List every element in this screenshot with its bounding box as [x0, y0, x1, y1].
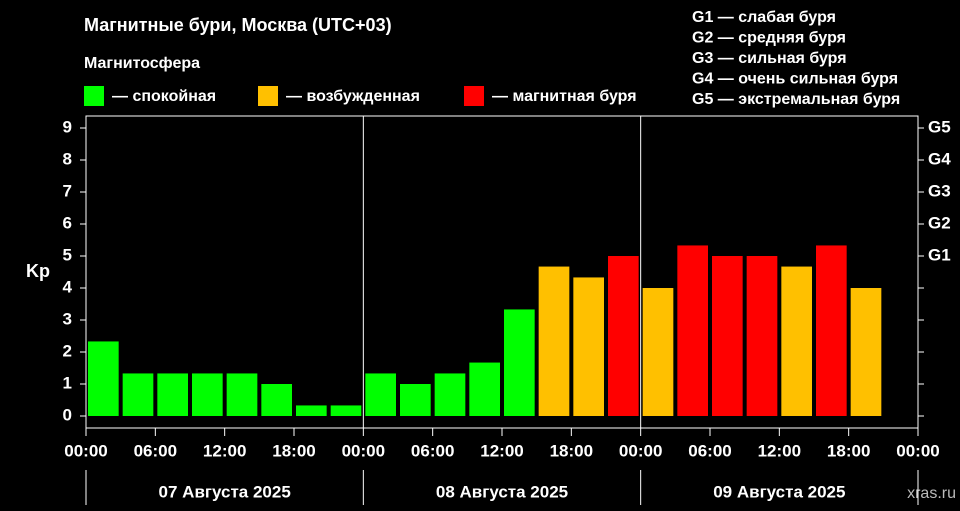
legend-label: — спокойная — [112, 88, 216, 105]
bar — [226, 373, 258, 416]
x-tick-label: 12:00 — [480, 441, 523, 460]
bar — [642, 288, 674, 416]
x-tick-label: 00:00 — [896, 441, 939, 460]
x-tick-label: 00:00 — [64, 441, 107, 460]
x-tick-label: 00:00 — [619, 441, 662, 460]
y-tick-label: 8 — [63, 149, 72, 168]
bar — [122, 373, 154, 416]
watermark: xras.ru — [907, 485, 956, 502]
bar — [434, 373, 466, 416]
bar — [330, 405, 362, 416]
bar — [781, 266, 812, 416]
bar — [573, 277, 604, 416]
bar — [157, 373, 188, 416]
y-tick-label: 2 — [63, 341, 72, 360]
bar — [88, 341, 119, 416]
bar — [677, 245, 708, 416]
bar — [850, 288, 882, 416]
legend-swatch — [84, 86, 104, 106]
y-tick-label: 4 — [63, 277, 73, 296]
legend-swatch — [464, 86, 484, 106]
bar — [504, 309, 535, 416]
x-tick-label: 18:00 — [827, 441, 870, 460]
y-tick-label: 7 — [63, 181, 72, 200]
x-tick-label: 12:00 — [203, 441, 246, 460]
y-tick-label: 1 — [63, 373, 72, 392]
day-label: 07 Августа 2025 — [159, 482, 291, 501]
legend-title: Магнитосфера — [84, 55, 200, 72]
y-tick-label: 6 — [63, 213, 72, 232]
bar — [365, 373, 396, 416]
legend-swatch — [258, 86, 278, 106]
x-tick-label: 00:00 — [342, 441, 385, 460]
y-tick-label: 5 — [63, 245, 72, 264]
legend-label: — возбужденная — [286, 88, 420, 105]
scale-note: G4 — очень сильная буря — [692, 71, 898, 88]
bar — [608, 256, 639, 416]
y2-tick-label: G4 — [928, 149, 951, 168]
y-tick-label: 9 — [63, 117, 72, 136]
y-axis-label: Kp — [26, 261, 50, 281]
day-label: 09 Августа 2025 — [713, 482, 845, 501]
bar — [538, 266, 570, 416]
bar — [712, 256, 743, 416]
bar — [746, 256, 778, 416]
y2-tick-label: G2 — [928, 213, 951, 232]
legend-label: — магнитная буря — [492, 88, 637, 105]
chart-title: Магнитные бури, Москва (UTC+03) — [84, 15, 392, 35]
scale-note: G2 — средняя буря — [692, 30, 846, 47]
scale-note: G1 — слабая буря — [692, 9, 836, 26]
y2-tick-label: G1 — [928, 245, 951, 264]
bar — [400, 384, 431, 416]
bar — [296, 405, 327, 416]
x-tick-label: 06:00 — [134, 441, 177, 460]
bar — [469, 362, 500, 416]
y2-tick-label: G3 — [928, 181, 951, 200]
x-tick-label: 12:00 — [758, 441, 801, 460]
bar — [816, 245, 847, 416]
y-tick-label: 0 — [63, 405, 72, 424]
x-tick-label: 18:00 — [550, 441, 593, 460]
day-label: 08 Августа 2025 — [436, 482, 568, 501]
y-tick-label: 3 — [63, 309, 72, 328]
scale-note: G5 — экстремальная буря — [692, 91, 900, 108]
x-tick-label: 06:00 — [688, 441, 731, 460]
x-tick-label: 18:00 — [272, 441, 315, 460]
y2-tick-label: G5 — [928, 117, 951, 136]
bar — [192, 373, 223, 416]
scale-note: G3 — сильная буря — [692, 50, 847, 67]
bar — [261, 384, 292, 416]
x-tick-label: 06:00 — [411, 441, 454, 460]
